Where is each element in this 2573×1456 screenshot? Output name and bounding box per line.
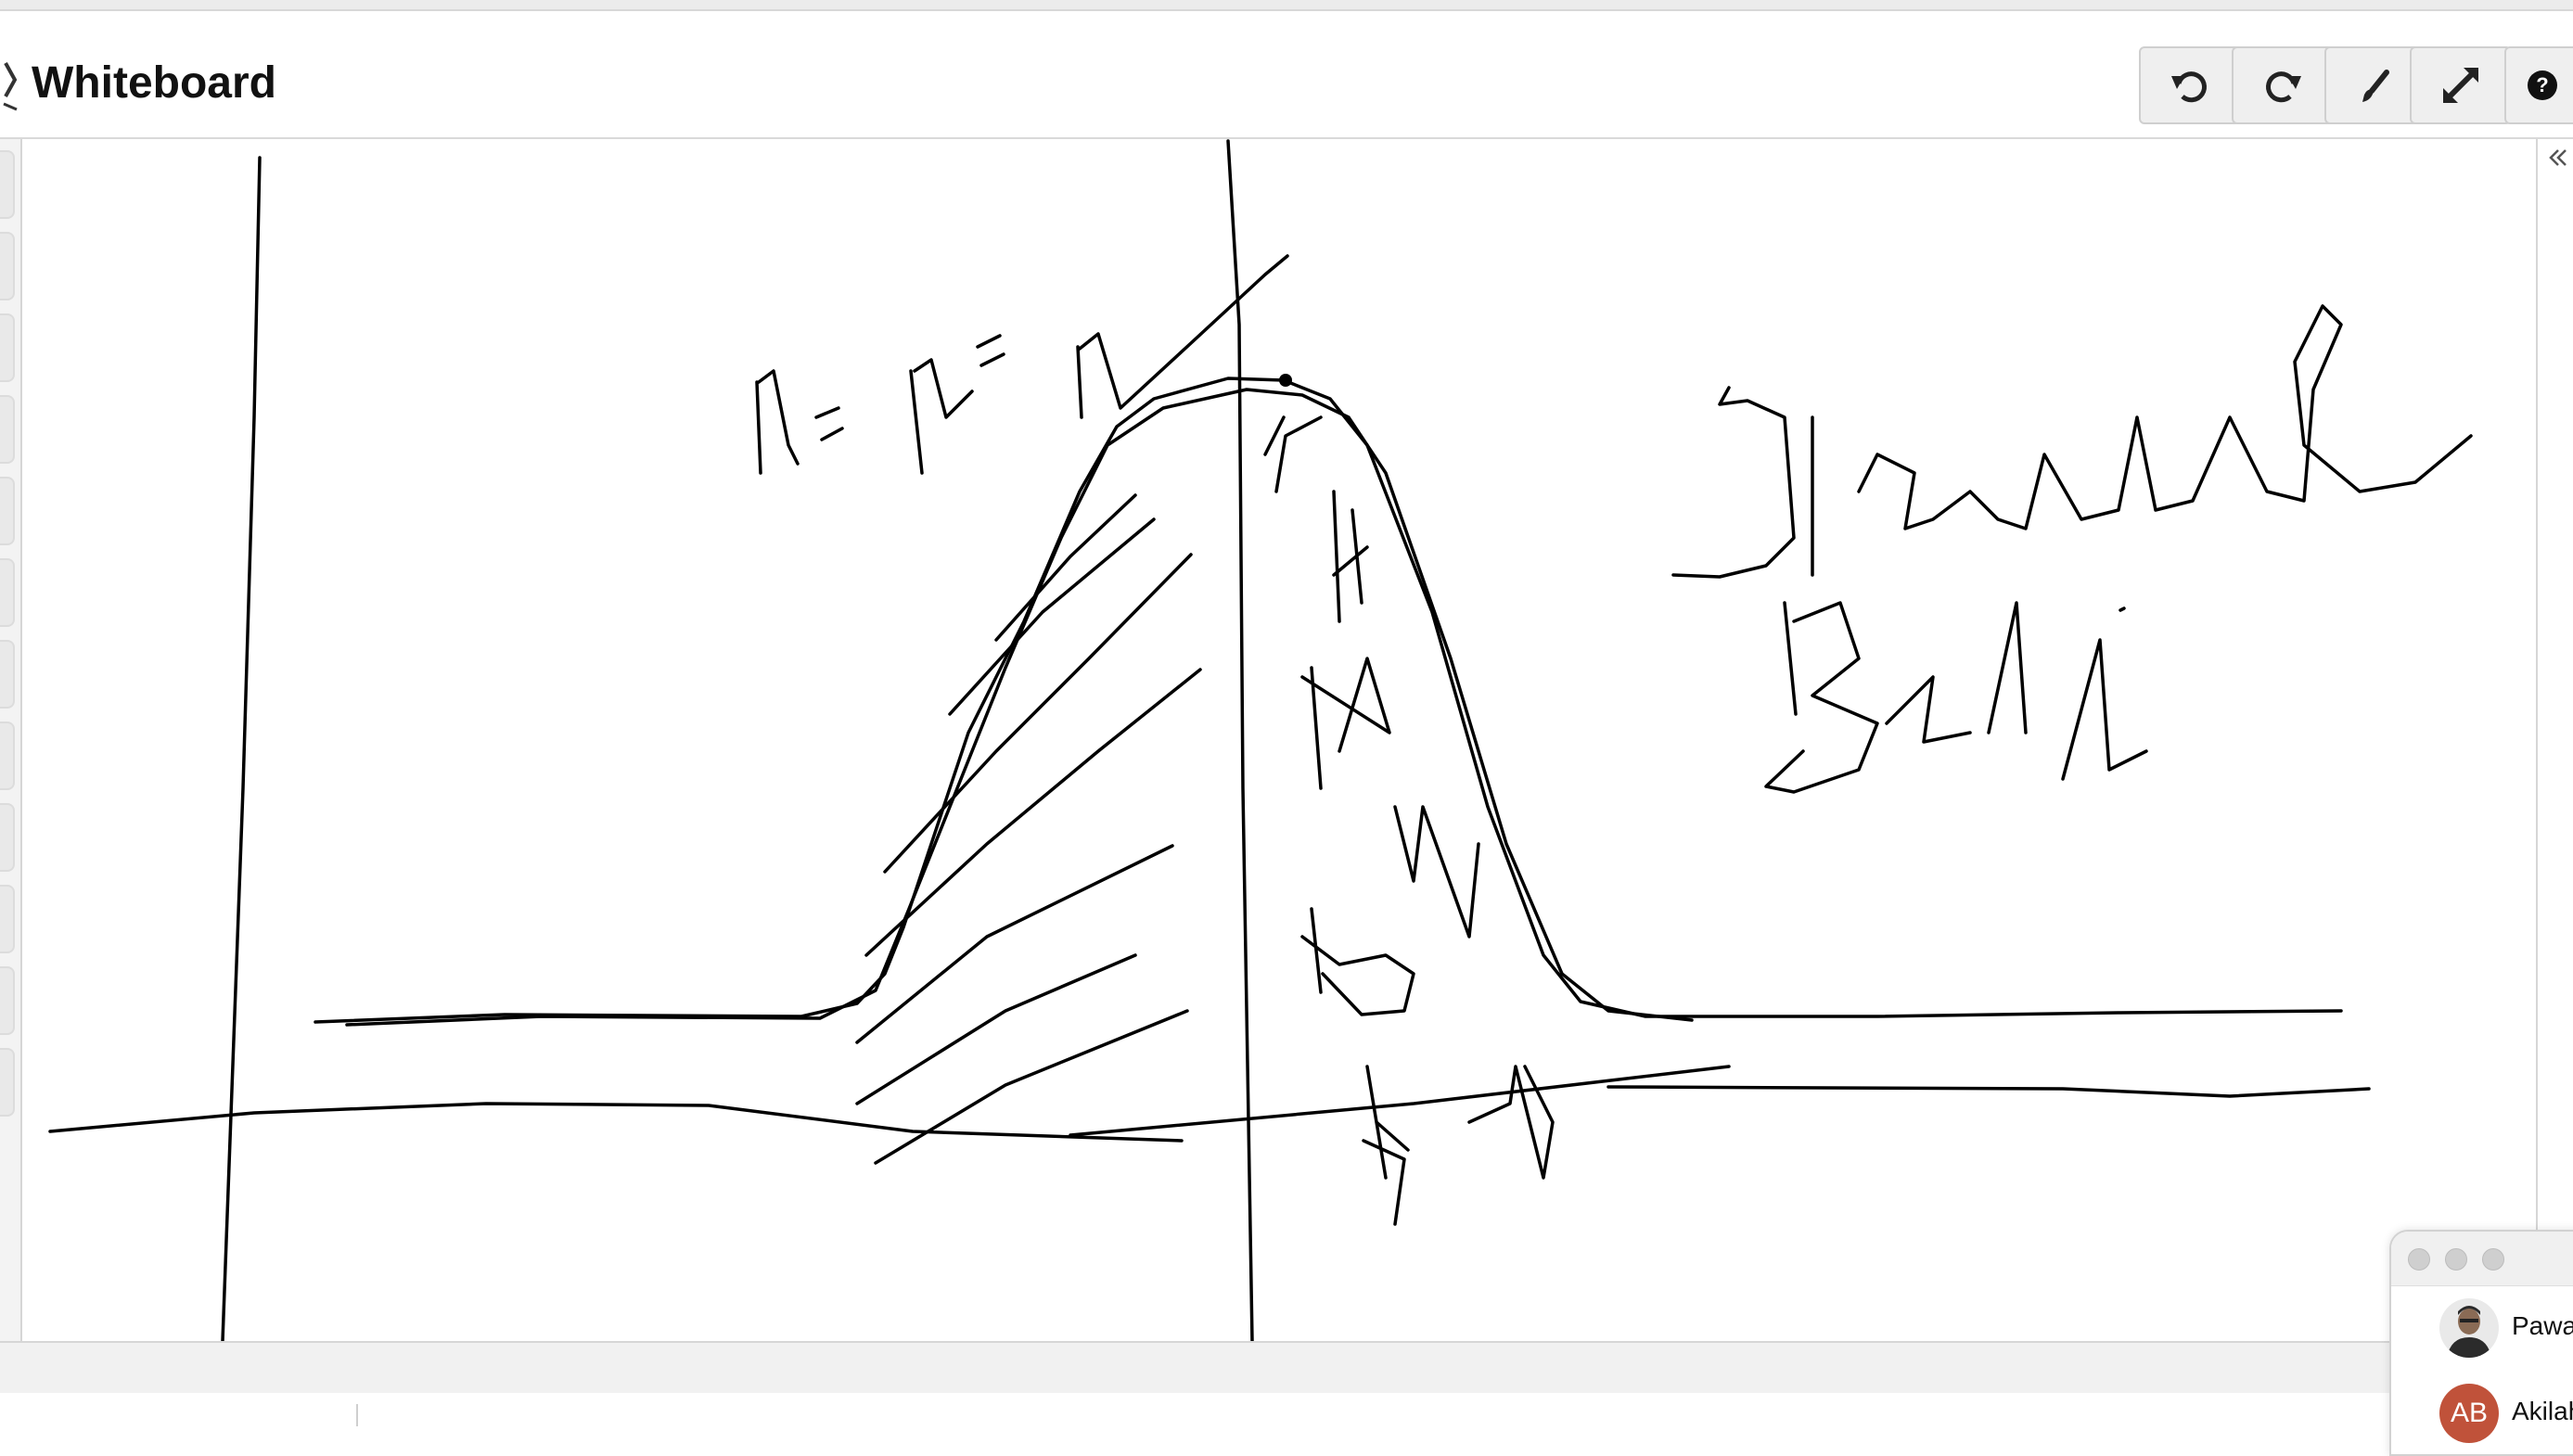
peak-dot xyxy=(1279,374,1292,387)
paint-brush-icon xyxy=(2362,70,2389,102)
rail-tab[interactable] xyxy=(0,150,15,219)
annotation-scribble xyxy=(1263,415,1323,493)
brush-button[interactable] xyxy=(2324,46,2426,124)
window-control-dot[interactable] xyxy=(2445,1248,2467,1271)
window-control-dot[interactable] xyxy=(2482,1248,2504,1271)
help-icon: ? xyxy=(2528,70,2557,100)
shading-line xyxy=(864,668,1202,957)
shading-line xyxy=(948,517,1156,716)
redo-icon xyxy=(2266,71,2301,103)
status-bar xyxy=(0,1393,2573,1426)
vertical-axis-center xyxy=(1226,139,1254,1343)
participants-panel: Pawar AB Akilah xyxy=(2389,1230,2573,1456)
baseline-far-right xyxy=(1607,1085,2371,1098)
rail-tab[interactable] xyxy=(0,558,15,627)
help-button[interactable]: ? xyxy=(2504,46,2573,124)
participant-name: Pawar xyxy=(2512,1311,2573,1340)
expand-icon xyxy=(2443,68,2478,103)
undo-icon xyxy=(2171,71,2207,103)
standard-bell-title xyxy=(1764,601,2148,794)
rail-tab[interactable] xyxy=(0,313,15,382)
redo-button[interactable] xyxy=(2232,46,2334,124)
freehand-drawing xyxy=(48,139,2473,1343)
annotation-scribble xyxy=(1300,657,1391,790)
back-arrow-icon[interactable] xyxy=(0,48,32,119)
rail-tab[interactable] xyxy=(0,885,15,953)
participant-name: Akilah xyxy=(2512,1397,2573,1425)
participants-header xyxy=(2391,1232,2573,1286)
annotation-scribble xyxy=(1332,490,1369,623)
shading-line xyxy=(994,493,1137,642)
fullscreen-button[interactable] xyxy=(2410,46,2512,124)
left-tool-rail xyxy=(0,139,22,1341)
rail-tab[interactable] xyxy=(0,395,15,464)
window-control-dot[interactable] xyxy=(2408,1248,2430,1271)
baseline-right xyxy=(1069,1065,1731,1137)
right-panel-edge xyxy=(2536,139,2573,1341)
participant-row[interactable]: Pawar xyxy=(2391,1287,2573,1371)
undo-button[interactable] xyxy=(2139,46,2241,124)
whiteboard-canvas[interactable] xyxy=(22,139,2536,1343)
rail-tab[interactable] xyxy=(0,722,15,790)
rail-tab[interactable] xyxy=(0,803,15,872)
horizontal-scrollbar[interactable] xyxy=(0,1341,2573,1395)
rail-tab[interactable] xyxy=(0,477,15,545)
bell-curve-trace xyxy=(345,388,1694,1027)
standard-bell-title xyxy=(1671,304,2473,579)
rail-tab[interactable] xyxy=(0,640,15,709)
rail-tab[interactable] xyxy=(0,1048,15,1117)
rail-tab[interactable] xyxy=(0,966,15,1035)
user-photo-icon xyxy=(2439,1298,2499,1358)
annotation-scribble xyxy=(1362,1065,1410,1226)
shading-line xyxy=(874,1009,1189,1165)
page-title: Whiteboard xyxy=(32,58,276,108)
shading-line xyxy=(855,844,1174,1044)
whiteboard-header: Whiteboard ? xyxy=(0,11,2573,140)
svg-text:?: ? xyxy=(2536,73,2548,96)
collapse-panel-icon[interactable] xyxy=(2547,147,2569,169)
shading-line xyxy=(855,953,1137,1105)
baseline xyxy=(48,1102,1184,1143)
annotation-scribble xyxy=(1393,805,1480,939)
rail-tab[interactable] xyxy=(0,232,15,300)
mean-median-mode-label xyxy=(755,254,1289,475)
annotation-scribble xyxy=(1300,907,1415,1016)
annotation-scribble xyxy=(1467,1065,1555,1180)
vertical-axis-left xyxy=(221,156,262,1343)
bell-curve xyxy=(314,377,2343,1024)
status-divider xyxy=(356,1404,358,1426)
avatar xyxy=(2439,1298,2499,1358)
participant-row[interactable]: AB Akilah xyxy=(2391,1373,2573,1454)
window-top-edge xyxy=(0,0,2573,11)
shading-line xyxy=(883,553,1193,874)
avatar: AB xyxy=(2439,1384,2499,1443)
